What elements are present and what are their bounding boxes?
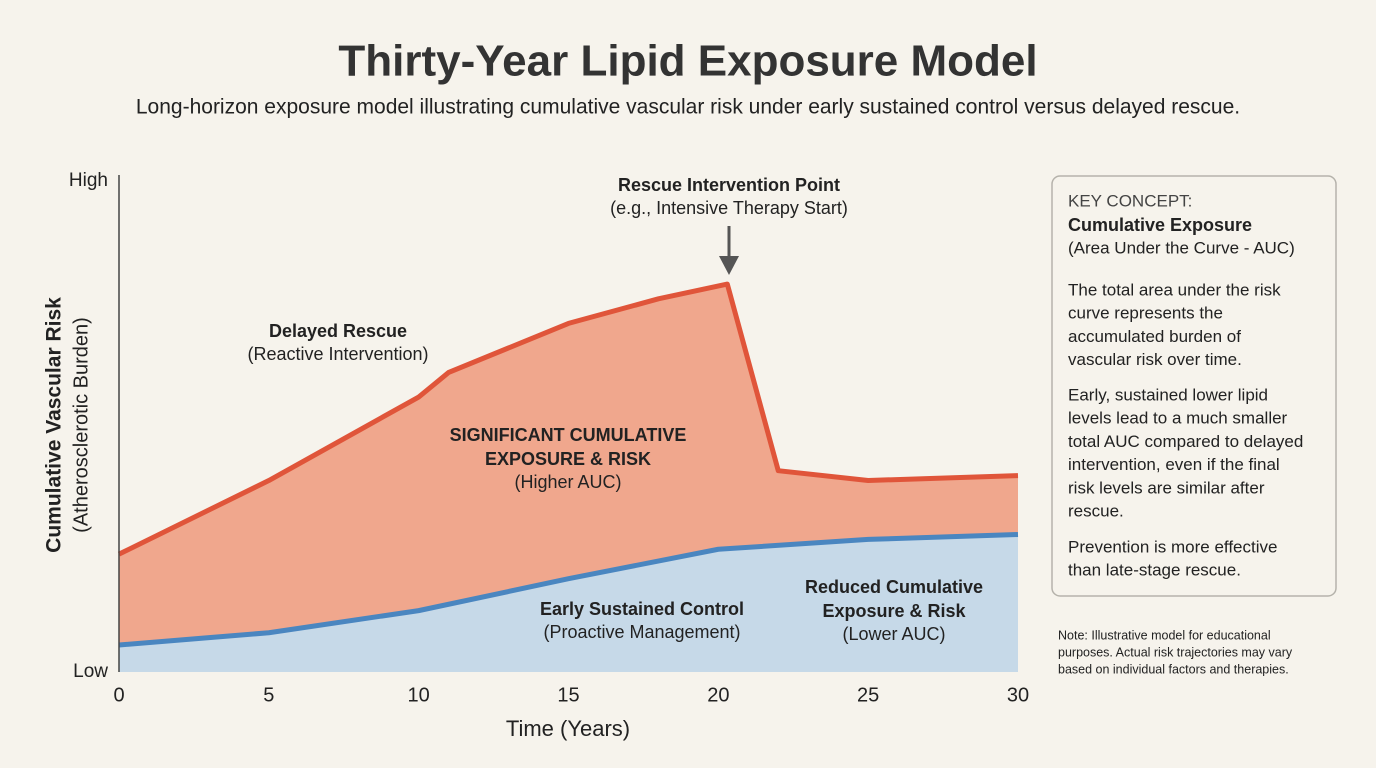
panel-text: accumulated burden of xyxy=(1068,327,1241,346)
annotation-text: (Reactive Intervention) xyxy=(247,344,428,364)
chart-title: Thirty-Year Lipid Exposure Model xyxy=(338,37,1037,86)
panel-text: vascular risk over time. xyxy=(1068,350,1242,369)
note: based on individual factors and therapie… xyxy=(1058,662,1289,676)
note: purposes. Actual risk trajectories may v… xyxy=(1058,645,1293,659)
annotation-title: Reduced Cumulative xyxy=(805,577,983,597)
annotation-text: (Lower AUC) xyxy=(842,624,945,644)
annotation-title: EXPOSURE & RISK xyxy=(485,449,651,469)
annotation-text: (Higher AUC) xyxy=(514,472,621,492)
panel-text: risk levels are similar after xyxy=(1068,478,1265,497)
y-tick-label: Low xyxy=(73,661,108,682)
x-tick-label: 25 xyxy=(857,684,879,706)
y-axis-label: Cumulative Vascular Risk xyxy=(43,297,66,553)
y-axis-sublabel: (Atherosclerotic Burden) xyxy=(70,317,92,533)
annotation-title: Early Sustained Control xyxy=(540,599,744,619)
x-tick-label: 20 xyxy=(707,684,729,706)
annotation-text: (Proactive Management) xyxy=(543,622,740,642)
annotation-title: Delayed Rescue xyxy=(269,321,407,341)
panel-text: intervention, even if the final xyxy=(1068,455,1280,474)
panel-text: curve represents the xyxy=(1068,304,1223,323)
plot xyxy=(117,281,1019,672)
side: KEY CONCEPT: Cumulative Exposure (Area Und… xyxy=(1058,191,1303,676)
panel-text: Prevention is more effective xyxy=(1068,537,1277,556)
panel-subtitle: (Area Under the Curve - AUC) xyxy=(1068,238,1295,257)
panel-heading: KEY CONCEPT: xyxy=(1068,191,1192,210)
x-tick-label: 5 xyxy=(263,684,274,706)
annotation-title: SIGNIFICANT CUMULATIVE xyxy=(450,425,687,445)
x-tick-label: 30 xyxy=(1007,684,1029,706)
panel-text: Early, sustained lower lipid xyxy=(1068,385,1268,404)
panel-text: The total area under the risk xyxy=(1068,280,1281,299)
annotation-text: (e.g., Intensive Therapy Start) xyxy=(610,198,848,218)
x-tick-label: 0 xyxy=(113,684,124,706)
arrow-head xyxy=(719,256,739,275)
note: Note: Illustrative model for educational xyxy=(1058,628,1271,642)
panel-text: than late-stage rescue. xyxy=(1068,561,1241,580)
panel-text: rescue. xyxy=(1068,501,1124,520)
chart-subtitle: Long-horizon exposure model illustrating… xyxy=(136,96,1240,119)
x-axis-label: Time (Years) xyxy=(506,716,630,741)
panel-text: levels lead to a much smaller xyxy=(1068,409,1288,428)
x-tick-label: 15 xyxy=(557,684,579,706)
x-tick-label: 10 xyxy=(408,684,430,706)
annotation-title: Rescue Intervention Point xyxy=(618,175,840,195)
line xyxy=(117,281,1019,557)
y-tick-label: High xyxy=(69,170,108,191)
panel-title: Cumulative Exposure xyxy=(1068,215,1252,235)
key-concept-panel xyxy=(1051,175,1337,597)
area xyxy=(119,534,1018,672)
panel-text: total AUC compared to delayed xyxy=(1068,432,1303,451)
annotation-title: Exposure & Risk xyxy=(822,601,966,621)
line xyxy=(118,532,1019,648)
